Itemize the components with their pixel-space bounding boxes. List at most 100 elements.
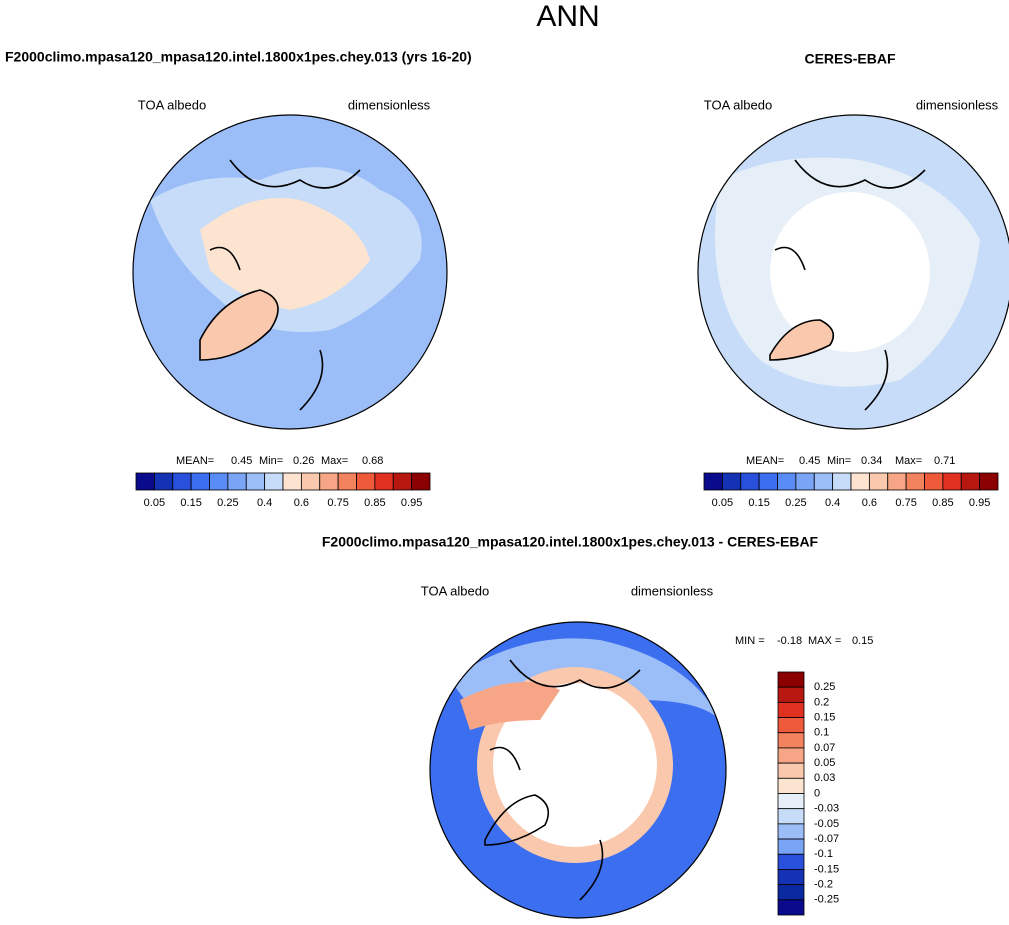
colorbar-swatch bbox=[374, 472, 394, 491]
stat-label: MAX = bbox=[808, 635, 841, 647]
panel-title: F2000climo.mpasa120_mpasa120.intel.1800x… bbox=[322, 534, 819, 550]
colorbar-swatch bbox=[777, 793, 805, 810]
colorbar-label: 0.05 bbox=[814, 757, 835, 769]
colorbar-swatch bbox=[777, 884, 805, 901]
colorbar-label: 0.25 bbox=[785, 497, 806, 509]
colorbar-label: -0.03 bbox=[814, 803, 839, 815]
colorbar-label: 0.15 bbox=[814, 711, 835, 723]
stat-label: MEAN= bbox=[746, 455, 784, 467]
colorbar-swatch bbox=[960, 472, 981, 491]
colorbar-swatch bbox=[392, 472, 413, 491]
polar-map bbox=[430, 622, 726, 918]
variable-label: TOA albedo bbox=[421, 583, 489, 598]
stat-value: 0.34 bbox=[861, 455, 882, 467]
stat-value: 0.45 bbox=[799, 455, 820, 467]
colorbar-swatch bbox=[777, 823, 805, 840]
colorbar-swatch bbox=[777, 671, 805, 688]
units-label: dimensionless bbox=[631, 583, 714, 598]
colorbar-swatch bbox=[135, 472, 155, 491]
colorbar-swatch bbox=[979, 472, 999, 491]
colorbar-label: 0.03 bbox=[814, 772, 835, 784]
colorbar-label: 0.6 bbox=[862, 497, 877, 509]
colorbar-swatch bbox=[777, 747, 805, 764]
colorbar-label: 0.4 bbox=[257, 497, 272, 509]
colorbar-swatch bbox=[758, 472, 778, 491]
stat-label: Max= bbox=[895, 455, 922, 467]
colorbar-swatch bbox=[777, 472, 797, 491]
colorbar-swatch bbox=[411, 472, 431, 491]
stat-value: 0.15 bbox=[852, 635, 873, 647]
colorbar-swatch bbox=[942, 472, 962, 491]
colorbar-swatch bbox=[777, 701, 805, 718]
stat-value: 0.71 bbox=[934, 455, 955, 467]
stat-label: Max= bbox=[321, 455, 348, 467]
colorbar-swatch bbox=[777, 717, 805, 734]
colorbar-label: 0.15 bbox=[748, 497, 769, 509]
colorbar-swatch bbox=[740, 472, 760, 491]
panel-title: F2000climo.mpasa120_mpasa120.intel.1800x… bbox=[5, 49, 472, 65]
stat-value: 0.45 bbox=[231, 455, 252, 467]
colorbar-swatch bbox=[905, 472, 925, 491]
colorbar-swatch bbox=[777, 762, 805, 779]
stat-value: 0.68 bbox=[362, 455, 383, 467]
colorbar-label: 0.85 bbox=[932, 497, 953, 509]
figure-title: ANN bbox=[536, 0, 599, 33]
colorbar-swatch bbox=[721, 472, 742, 491]
colorbar-swatch bbox=[777, 808, 805, 825]
colorbar-swatch bbox=[337, 472, 357, 491]
colorbar-label: 0.1 bbox=[814, 727, 829, 739]
stat-label: Min= bbox=[827, 455, 851, 467]
stat-label: MIN = bbox=[735, 635, 765, 647]
colorbar-swatch bbox=[795, 472, 815, 491]
colorbar-swatch bbox=[282, 472, 302, 491]
colorbar-swatch bbox=[777, 869, 805, 886]
colorbar-swatch bbox=[777, 838, 805, 855]
variable-label: TOA albedo bbox=[138, 97, 206, 112]
units-label: dimensionless bbox=[916, 97, 999, 112]
colorbar-swatch bbox=[209, 472, 229, 491]
colorbar-label: 0.25 bbox=[217, 497, 238, 509]
colorbar-label: 0.07 bbox=[814, 742, 835, 754]
polar-map bbox=[698, 115, 1009, 429]
colorbar-swatch bbox=[153, 472, 174, 491]
colorbar-swatch bbox=[777, 686, 805, 703]
colorbar-label: 0.2 bbox=[814, 696, 829, 708]
map-border bbox=[429, 621, 727, 919]
colorbar-label: 0.95 bbox=[969, 497, 990, 509]
map-border bbox=[132, 114, 448, 430]
colorbar-label: 0.05 bbox=[712, 497, 733, 509]
colorbar-label: 0.25 bbox=[814, 681, 835, 693]
colorbar-swatch bbox=[924, 472, 944, 491]
colorbar-swatch bbox=[356, 472, 376, 491]
stat-label: Min= bbox=[259, 455, 283, 467]
stat-value: 0.26 bbox=[293, 455, 314, 467]
colorbar-swatch bbox=[777, 777, 805, 794]
colorbar-swatch bbox=[227, 472, 247, 491]
colorbar-label: 0.75 bbox=[327, 497, 348, 509]
colorbar-label: 0 bbox=[814, 787, 820, 799]
colorbar-swatch bbox=[172, 472, 192, 491]
colorbar-swatch bbox=[300, 472, 321, 491]
colorbar-swatch bbox=[703, 472, 723, 491]
colorbar-swatch bbox=[850, 472, 870, 491]
colorbar-swatch bbox=[777, 732, 805, 749]
colorbar-label: -0.05 bbox=[814, 818, 839, 830]
colorbar-swatch bbox=[190, 472, 210, 491]
colorbar-swatch bbox=[887, 472, 907, 491]
colorbar-label: -0.07 bbox=[814, 833, 839, 845]
colorbar-label: -0.25 bbox=[814, 894, 839, 906]
colorbar-swatch bbox=[777, 899, 805, 916]
colorbar-swatch bbox=[868, 472, 889, 491]
units-label: dimensionless bbox=[348, 97, 431, 112]
colorbar-label: 0.95 bbox=[401, 497, 422, 509]
stat-label: MEAN= bbox=[176, 455, 214, 467]
colorbar-label: 0.4 bbox=[825, 497, 840, 509]
panel-title: CERES-EBAF bbox=[804, 51, 895, 67]
colorbar-swatch bbox=[245, 472, 266, 491]
colorbar-label: 0.15 bbox=[180, 497, 201, 509]
colorbar-label: 0.05 bbox=[144, 497, 165, 509]
colorbar-label: 0.6 bbox=[294, 497, 309, 509]
colorbar-swatch bbox=[832, 472, 852, 491]
colorbar-swatch bbox=[813, 472, 834, 491]
